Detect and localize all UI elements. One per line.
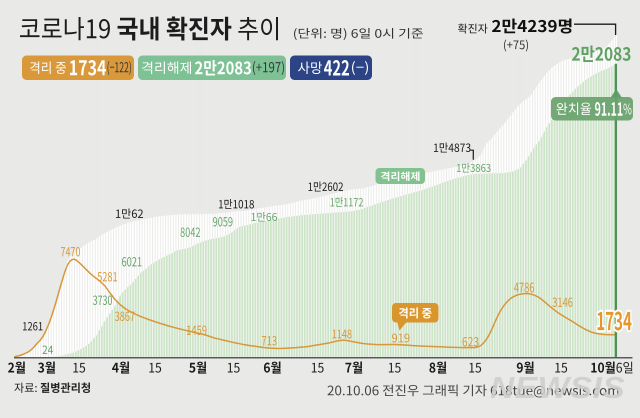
svg-text:NEWSIS: NEWSIS	[490, 370, 625, 405]
